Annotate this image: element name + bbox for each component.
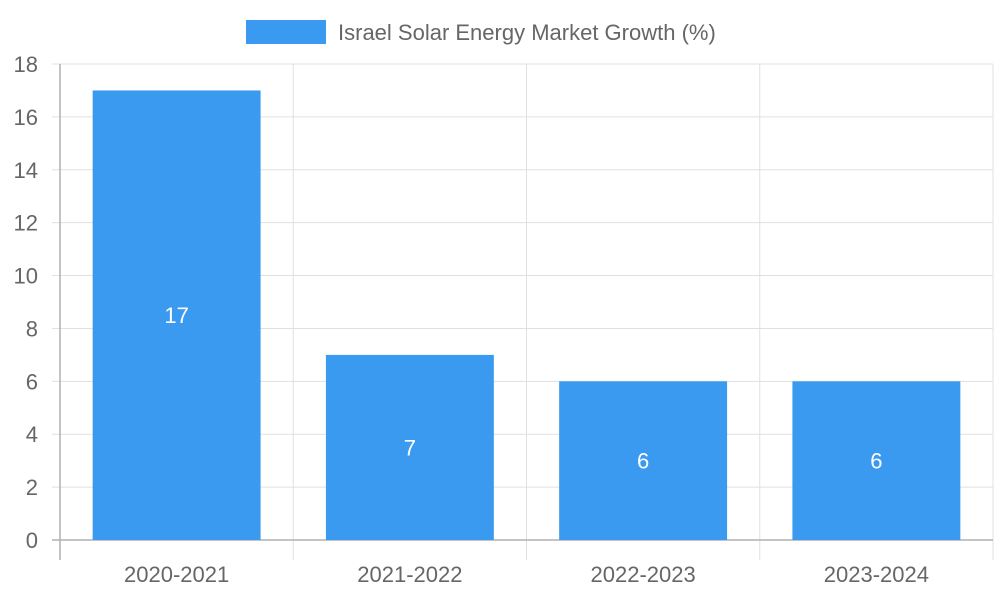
data-label: 17: [164, 303, 188, 328]
bar[interactable]: [325, 354, 494, 540]
legend[interactable]: Israel Solar Energy Market Growth (%): [246, 20, 716, 45]
y-tick-label: 8: [26, 316, 38, 341]
y-tick-label: 16: [14, 105, 38, 130]
y-tick-label: 6: [26, 369, 38, 394]
bar[interactable]: [92, 90, 261, 540]
y-tick-label: 12: [14, 211, 38, 236]
data-label: 6: [870, 449, 882, 474]
bar[interactable]: [792, 381, 961, 540]
legend-swatch: [246, 20, 326, 44]
y-tick-label: 2: [26, 475, 38, 500]
x-tick-label: 2020-2021: [124, 562, 229, 587]
y-tick-label: 0: [26, 528, 38, 553]
x-tick-label: 2023-2024: [824, 562, 929, 587]
data-labels: 17 7 6 6: [164, 303, 882, 473]
data-label: 6: [637, 449, 649, 474]
legend-label: Israel Solar Energy Market Growth (%): [338, 20, 716, 45]
bar[interactable]: [559, 381, 728, 540]
data-label: 7: [404, 435, 416, 460]
x-tick-label: 2021-2022: [357, 562, 462, 587]
y-tick-label: 10: [14, 264, 38, 289]
y-tick-label: 14: [14, 158, 38, 183]
bars: [92, 90, 961, 540]
y-tick-label: 18: [14, 52, 38, 77]
x-tick-label: 2022-2023: [591, 562, 696, 587]
y-tick-label: 4: [26, 422, 38, 447]
